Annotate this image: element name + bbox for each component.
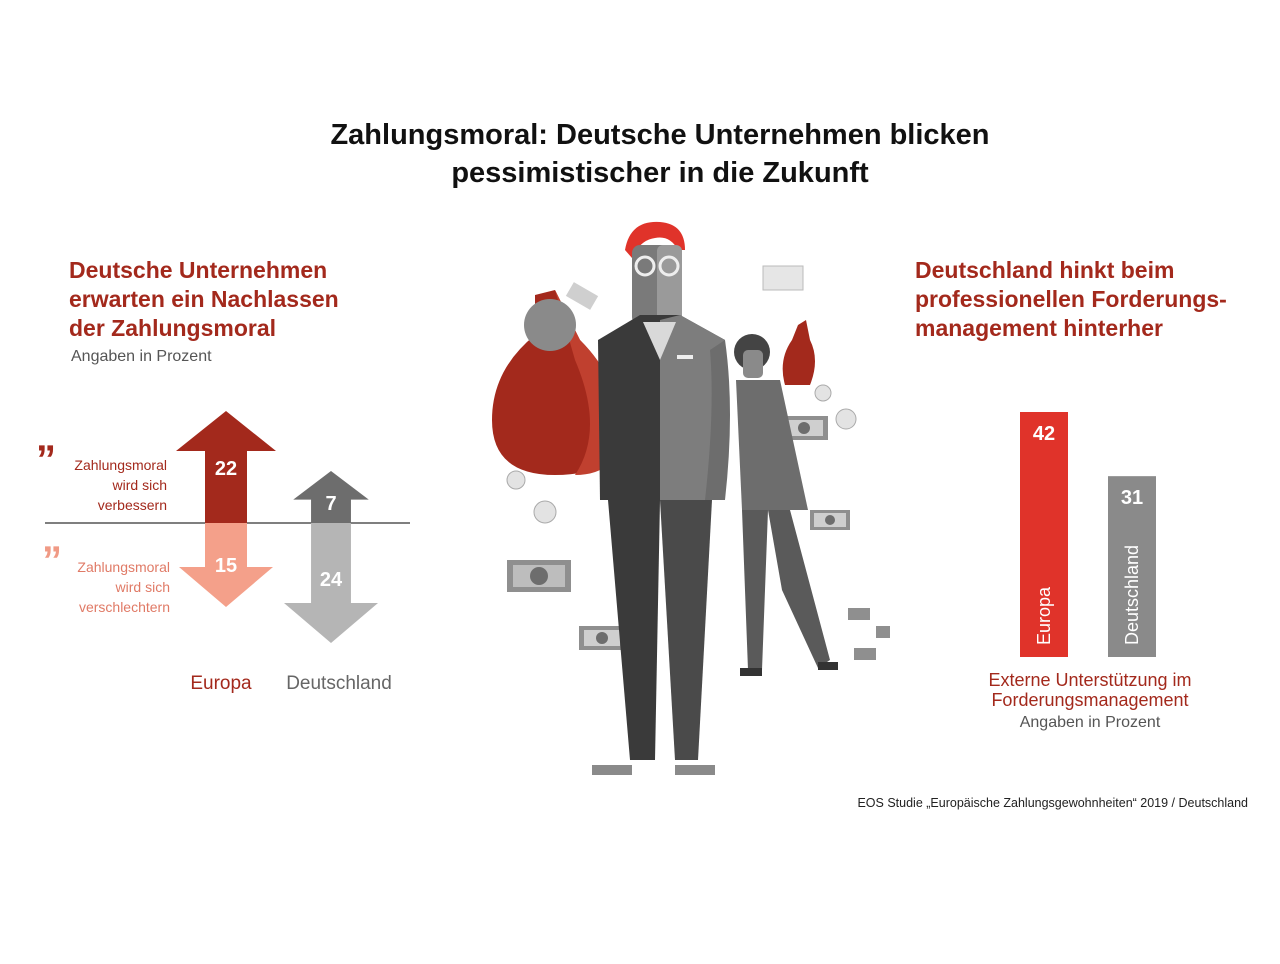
label-worsen-line-2: wird sich: [115, 579, 170, 595]
title-line-2: pessimistischer in die Zukunft: [451, 157, 869, 189]
category-label-deutschland: Deutschland: [286, 673, 392, 694]
arrow-chart: 22 15 Europa 7 24 Deutschland: [45, 411, 410, 694]
small-businessman-figure: [734, 334, 838, 676]
bar-europa: [1020, 412, 1068, 657]
money-bag-icon: [782, 320, 815, 385]
label-improve-line-2: wird sich: [112, 477, 167, 493]
page-title: Zahlungsmoral: Deutsche Unternehmen blic…: [240, 116, 1080, 192]
quote-icon-down: ”: [42, 539, 62, 583]
label-worsen: Zahlungsmoral wird sich verschlechtern: [40, 557, 170, 617]
bar-chart-caption: Externe Unterstützung im Forderungsmanag…: [940, 670, 1240, 710]
source-note: EOS Studie „Europäische Zahlungsgewohnhe…: [857, 796, 1248, 810]
label-improve: Zahlungsmoral wird sich verbessern: [40, 455, 167, 515]
value-label-down-deutschland: 24: [320, 569, 343, 591]
arrow-down-deutschland: [284, 523, 378, 643]
value-label-up-europa: 22: [215, 458, 237, 480]
bar-deutschland: [1108, 476, 1156, 657]
label-worsen-line-3: verschlechtern: [78, 599, 170, 615]
businessman-figure: [592, 221, 730, 775]
bar-chart: 42 Europa 31 Deutschland: [1020, 412, 1156, 657]
bar-chart-caption-line-2: Forderungsmanagement: [991, 690, 1189, 710]
money-bill-icon: [507, 265, 890, 660]
left-heading: Deutsche Unternehmen erwarten ein Nachla…: [69, 256, 409, 343]
arrow-down-europa: [179, 523, 273, 607]
left-heading-line-1: Deutsche Unternehmen: [69, 257, 328, 283]
bar-chart-caption-line-1: Externe Unterstützung im: [988, 670, 1192, 690]
bar-value-europa: 42: [1033, 423, 1055, 445]
value-label-down-europa: 15: [215, 555, 237, 577]
right-heading-line-2: professionellen Forderungs-: [915, 286, 1227, 312]
title-line-1: Zahlungsmoral: Deutsche Unternehmen blic…: [330, 119, 990, 151]
right-heading-line-1: Deutschland hinkt beim: [915, 257, 1175, 283]
bar-category-label-europa: Europa: [1034, 586, 1054, 645]
left-heading-line-2: erwarten ein Nachlassen: [69, 286, 339, 312]
category-label-europa: Europa: [190, 673, 252, 694]
right-heading: Deutschland hinkt beim professionellen F…: [915, 256, 1275, 343]
bar-category-label-deutschland: Deutschland: [1122, 545, 1142, 645]
quote-icon-up: ”: [36, 438, 56, 482]
label-worsen-line-1: Zahlungsmoral: [77, 559, 170, 575]
value-label-up-deutschland: 7: [325, 493, 336, 515]
right-heading-line-3: management hinterher: [915, 315, 1163, 341]
arrow-up-europa: [176, 411, 276, 523]
bar-value-deutschland: 31: [1121, 487, 1143, 509]
arrow-up-deutschland: [293, 471, 369, 523]
label-improve-line-1: Zahlungsmoral: [74, 457, 167, 473]
businessman-with-money-bags-icon: [492, 221, 890, 775]
label-improve-line-3: verbessern: [97, 497, 167, 513]
left-heading-line-3: der Zahlungsmoral: [69, 315, 277, 341]
left-unit-label: Angaben in Prozent: [71, 348, 212, 365]
bar-chart-unit-label: Angaben in Prozent: [1019, 714, 1161, 731]
